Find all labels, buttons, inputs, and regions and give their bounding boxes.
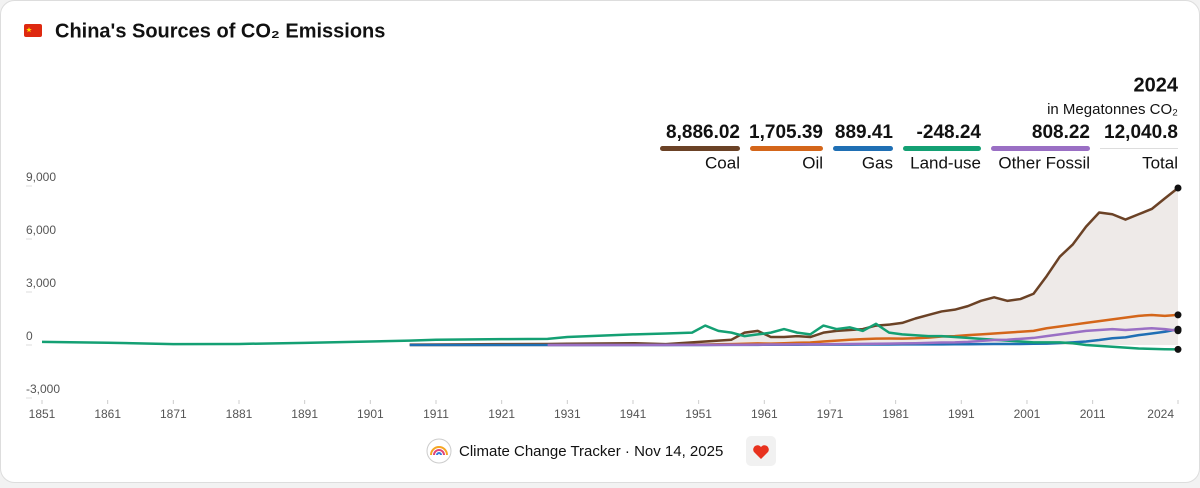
readout-total: 12,040.8 bbox=[1104, 122, 1178, 143]
y-tick-label: -3,000 bbox=[26, 382, 60, 396]
legend-label: Other Fossil bbox=[998, 153, 1090, 172]
end-dot bbox=[1174, 311, 1182, 319]
end-dot bbox=[1174, 327, 1182, 335]
chart-title: China's Sources of CO₂ Emissions bbox=[55, 20, 385, 42]
x-tick-label: 1881 bbox=[226, 407, 253, 421]
readout-value: 1,705.39 bbox=[749, 122, 823, 143]
legend-swatch bbox=[750, 146, 823, 151]
series-line bbox=[409, 187, 1179, 346]
x-tick-label: 1961 bbox=[751, 407, 778, 421]
legend-swatch bbox=[903, 146, 981, 151]
footer-text: Climate Change Tracker · Nov 14, 2025 bbox=[459, 443, 723, 460]
series-line bbox=[41, 322, 1179, 351]
x-tick-label: 2001 bbox=[1014, 407, 1041, 421]
y-tick-label: 3,000 bbox=[26, 276, 56, 290]
x-tick-label: 1851 bbox=[29, 407, 56, 421]
readout-year: 2024 bbox=[1134, 74, 1179, 96]
end-dot bbox=[1174, 184, 1182, 192]
x-tick-label: 1891 bbox=[291, 407, 318, 421]
series-line bbox=[547, 326, 1179, 347]
legend-label: Land-use bbox=[910, 153, 981, 172]
legend-label: Oil bbox=[802, 153, 823, 172]
legend-label: Gas bbox=[862, 153, 893, 172]
x-tick-label: 1981 bbox=[882, 407, 909, 421]
x-tick-label: 2011 bbox=[1080, 407, 1106, 421]
readout-value: 889.41 bbox=[835, 122, 894, 143]
x-tick-label: 1871 bbox=[160, 407, 187, 421]
x-tick-label: 1931 bbox=[554, 407, 581, 421]
y-tick-label: 9,000 bbox=[26, 170, 56, 184]
total-label: Total bbox=[1142, 153, 1178, 172]
x-tick-label: 1901 bbox=[357, 407, 384, 421]
x-tick-label: 1951 bbox=[685, 407, 712, 421]
x-tick-label: 1971 bbox=[817, 407, 844, 421]
readout-unit: in Megatonnes CO₂ bbox=[1047, 101, 1178, 118]
area bbox=[409, 188, 1179, 345]
x-tick-label: 1921 bbox=[488, 407, 515, 421]
x-tick-label: 2024 bbox=[1147, 407, 1174, 421]
legend-swatch bbox=[833, 146, 893, 151]
readout-value: 808.22 bbox=[1032, 122, 1090, 143]
readout-value: 8,886.02 bbox=[666, 122, 740, 143]
end-dot bbox=[1174, 345, 1182, 353]
y-tick-label: 6,000 bbox=[26, 223, 56, 237]
x-tick-label: 1911 bbox=[423, 407, 449, 421]
legend-swatch bbox=[991, 146, 1090, 151]
x-tick-label: 1861 bbox=[94, 407, 121, 421]
y-tick-label: 0 bbox=[26, 329, 33, 343]
x-tick-label: 1991 bbox=[948, 407, 975, 421]
flag-icon bbox=[24, 24, 42, 37]
legend-swatch bbox=[660, 146, 740, 151]
legend-label: Coal bbox=[705, 153, 740, 172]
heart-icon[interactable] bbox=[753, 445, 769, 459]
footer: Climate Change Tracker · Nov 14, 2025 bbox=[426, 436, 776, 466]
x-tick-label: 1941 bbox=[620, 407, 647, 421]
readout-value: -248.24 bbox=[917, 122, 982, 143]
